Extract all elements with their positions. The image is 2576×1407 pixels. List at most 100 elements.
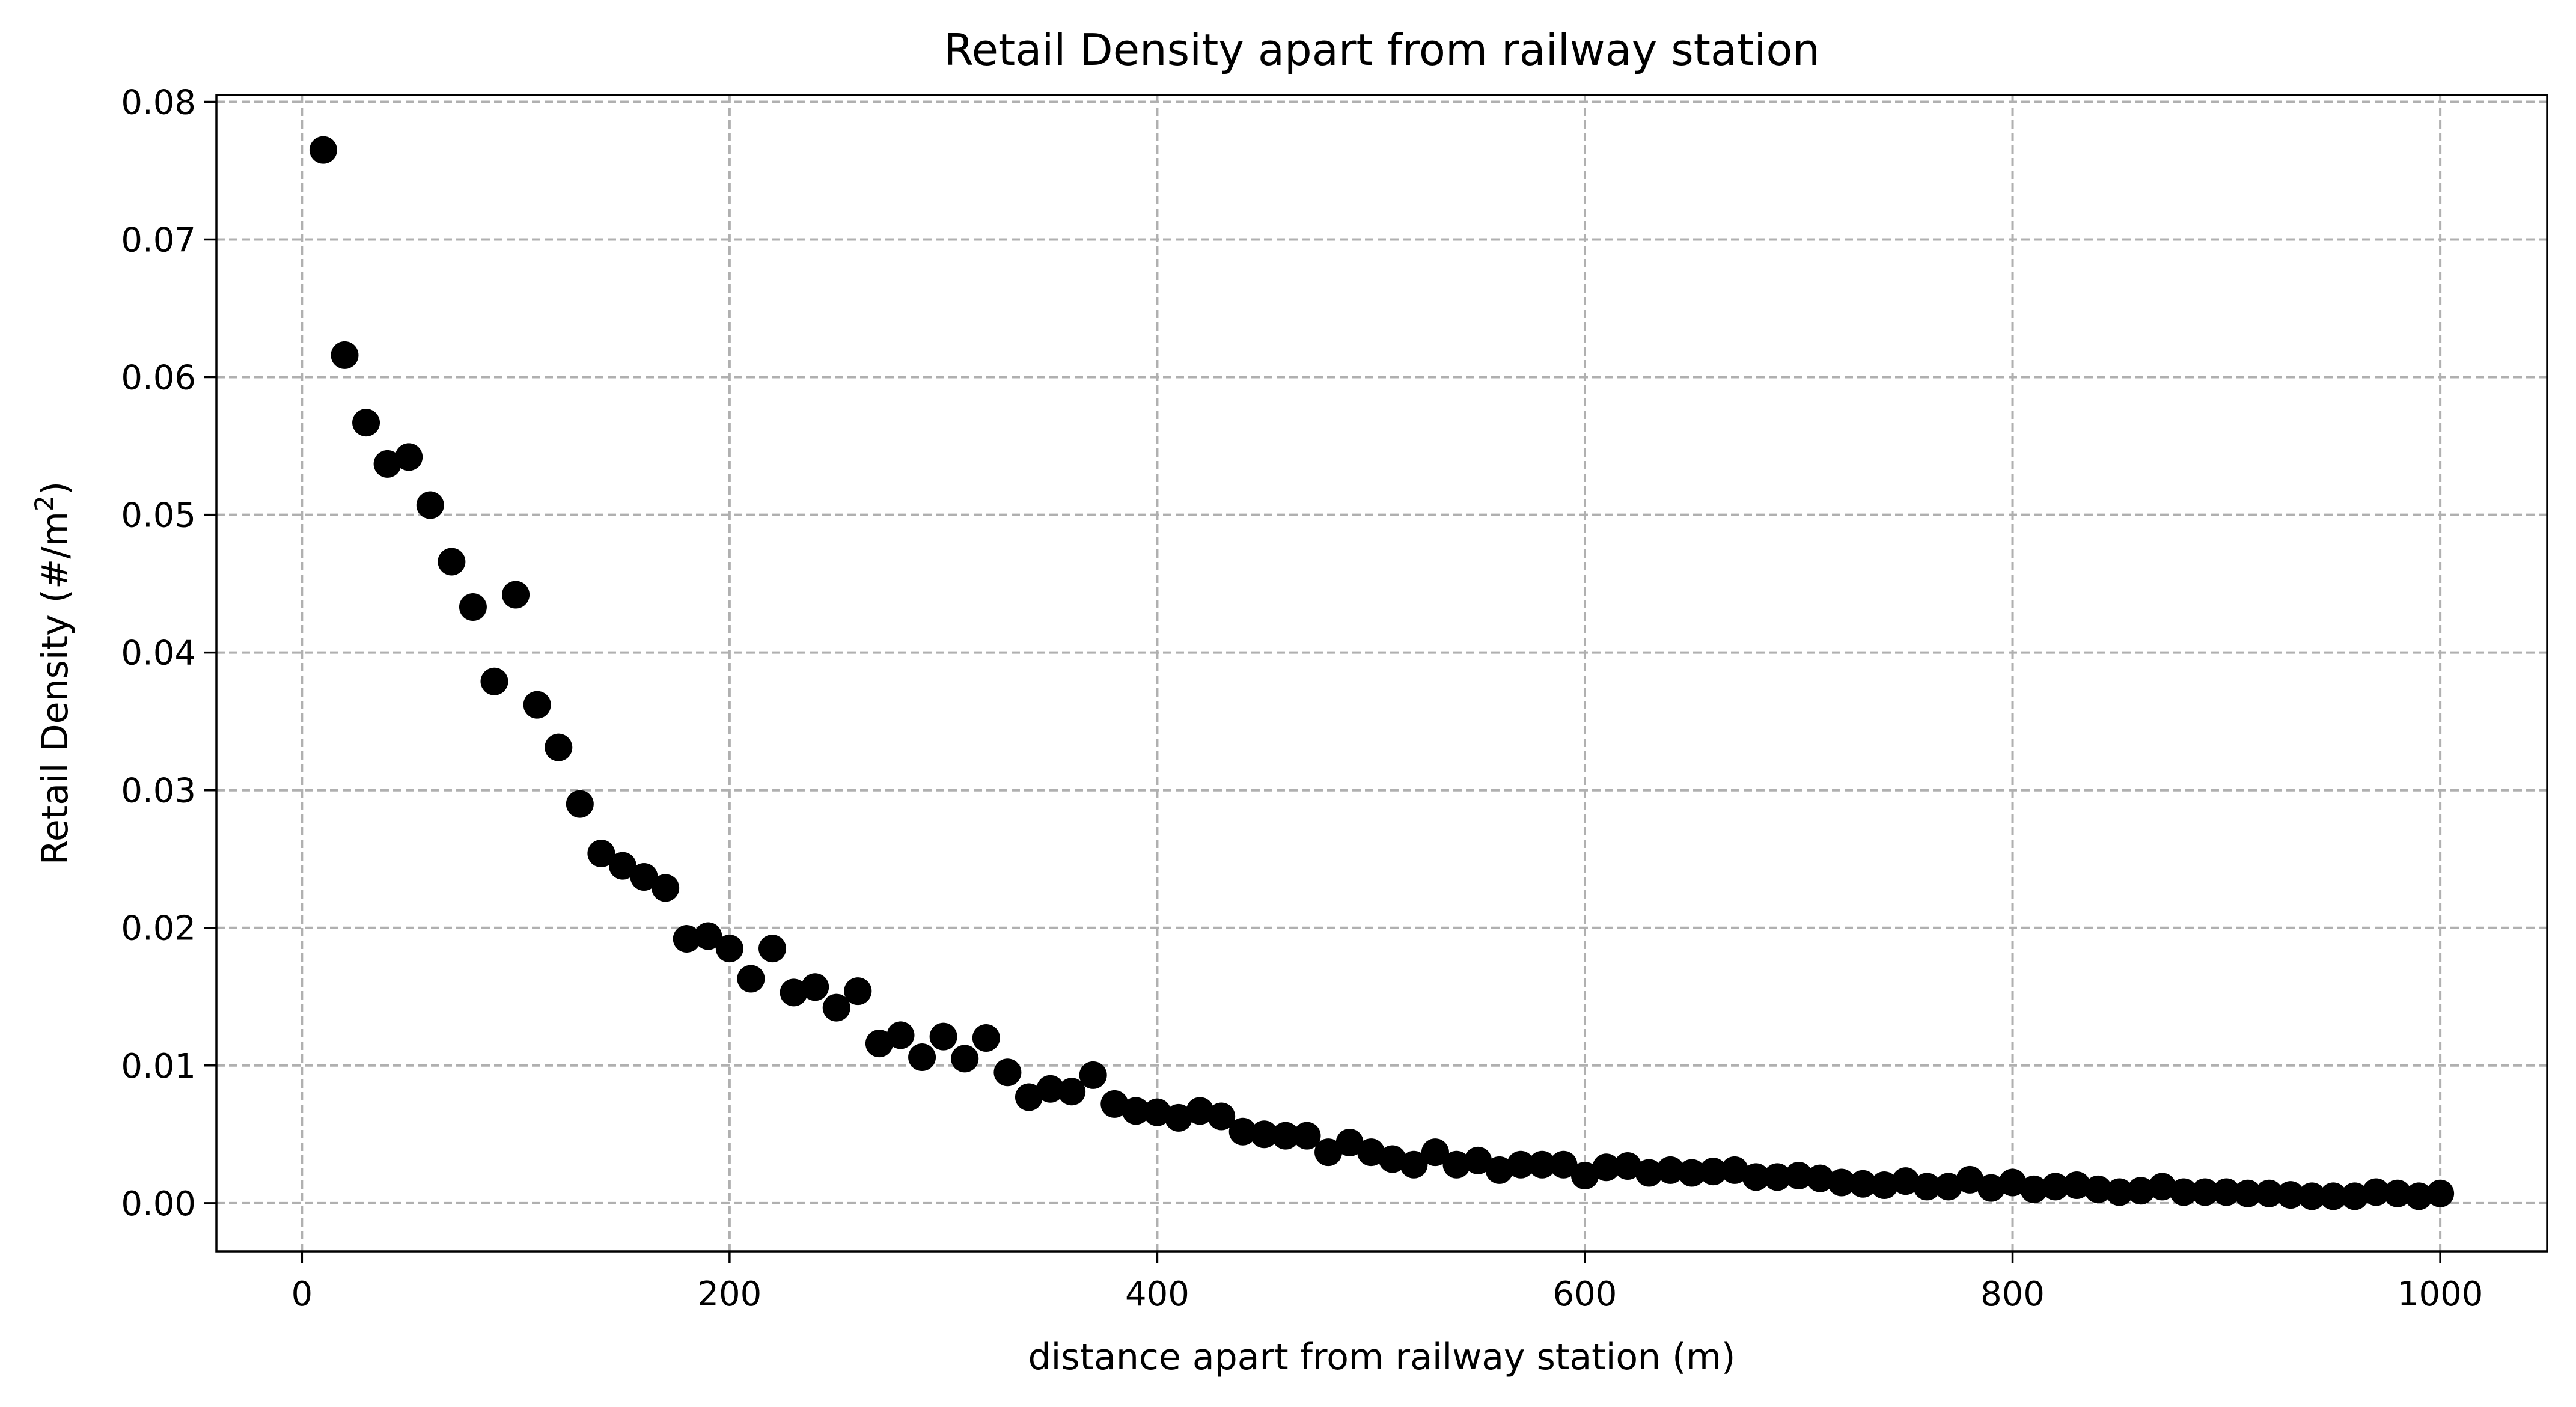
data-point <box>1570 1162 1599 1190</box>
data-point <box>1058 1078 1086 1106</box>
data-point <box>1228 1117 1257 1146</box>
data-point <box>1849 1170 1877 1198</box>
data-point <box>608 852 636 880</box>
data-point <box>309 136 337 164</box>
data-point <box>2063 1171 2091 1200</box>
data-point <box>1913 1173 1941 1201</box>
data-point <box>801 973 829 1001</box>
data-point <box>1891 1167 1920 1195</box>
data-point <box>780 978 808 1007</box>
data-point <box>1549 1150 1578 1179</box>
data-point <box>2212 1178 2241 1206</box>
data-points <box>309 136 2455 1210</box>
data-point <box>844 977 872 1006</box>
data-point <box>331 341 359 369</box>
y-tick-label: 0.05 <box>121 496 196 536</box>
data-point <box>951 1045 979 1073</box>
data-point <box>630 862 658 891</box>
data-point <box>1614 1152 1642 1180</box>
data-point <box>865 1030 893 1058</box>
y-axis-label-superscript: 2 <box>29 495 59 511</box>
data-point <box>416 491 444 519</box>
data-point <box>2170 1178 2198 1206</box>
data-point <box>1485 1156 1513 1184</box>
data-point <box>2233 1179 2262 1207</box>
data-point <box>737 965 765 993</box>
chart-title: Retail Density apart from railway statio… <box>944 25 1820 75</box>
x-axis-ticks: 0 200 400 600 800 1000 <box>291 1251 2483 1314</box>
data-point <box>1207 1102 1236 1131</box>
data-point <box>1036 1075 1064 1103</box>
data-point <box>1122 1097 1150 1125</box>
data-point <box>1100 1090 1129 1118</box>
data-point <box>373 450 401 478</box>
y-tick-label: 0.00 <box>121 1185 196 1224</box>
data-point <box>2191 1178 2219 1206</box>
data-point <box>480 667 508 695</box>
x-tick-label: 200 <box>697 1275 762 1314</box>
data-point <box>545 733 573 761</box>
data-point <box>2319 1182 2348 1210</box>
data-point <box>459 593 487 621</box>
data-point <box>972 1024 1000 1052</box>
data-point <box>1250 1120 1278 1149</box>
data-point <box>2255 1179 2283 1207</box>
data-point <box>1079 1061 1107 1089</box>
data-point <box>1592 1153 1620 1182</box>
data-point <box>1421 1138 1449 1167</box>
axes-frame <box>215 94 2548 1253</box>
data-point <box>1742 1163 1770 1191</box>
y-axis-label: Retail Density (#/m2) <box>29 481 77 865</box>
data-point <box>395 443 423 471</box>
data-point <box>1335 1129 1364 1157</box>
data-point <box>1977 1174 2005 1202</box>
data-point <box>566 790 594 818</box>
data-point <box>2298 1182 2326 1210</box>
data-point <box>758 935 787 963</box>
data-point <box>502 581 530 609</box>
data-point <box>1186 1097 1214 1125</box>
data-point <box>352 409 380 437</box>
data-point <box>438 548 466 576</box>
data-point <box>929 1022 957 1051</box>
y-tick-label: 0.03 <box>121 772 196 811</box>
data-point <box>652 874 680 902</box>
data-point <box>1699 1158 1727 1186</box>
data-point <box>1357 1138 1385 1167</box>
data-point <box>1314 1138 1343 1167</box>
data-point <box>1464 1146 1492 1174</box>
data-point <box>1507 1150 1535 1179</box>
data-point <box>1721 1156 1749 1184</box>
data-point <box>1442 1150 1471 1179</box>
data-point <box>908 1043 936 1072</box>
data-point <box>715 935 743 963</box>
data-point <box>694 922 722 950</box>
data-point <box>1934 1173 1962 1201</box>
data-point <box>887 1021 915 1049</box>
data-point <box>2084 1175 2112 1203</box>
data-point <box>2148 1173 2176 1201</box>
data-point <box>1165 1103 1193 1132</box>
data-point <box>2426 1179 2455 1207</box>
y-tick-label: 0.02 <box>121 909 196 948</box>
data-point <box>2041 1173 2069 1201</box>
data-point <box>822 993 850 1022</box>
x-tick-label: 0 <box>291 1275 313 1314</box>
data-point <box>1827 1168 1855 1197</box>
data-point <box>2127 1177 2155 1205</box>
data-point <box>2405 1182 2433 1210</box>
x-tick-label: 400 <box>1125 1275 1189 1314</box>
grid <box>216 95 2547 1251</box>
y-tick-label: 0.07 <box>121 221 196 260</box>
data-point <box>1677 1159 1706 1187</box>
x-axis-label: distance apart from railway station (m) <box>1028 1336 1736 1378</box>
data-point <box>1870 1171 1899 1200</box>
data-point <box>1143 1098 1171 1126</box>
data-point <box>2277 1181 2305 1209</box>
data-point <box>673 925 701 953</box>
x-tick-label: 1000 <box>2397 1275 2483 1314</box>
data-point <box>1784 1162 1813 1190</box>
data-point <box>1635 1159 1663 1187</box>
data-point <box>1956 1165 1984 1194</box>
